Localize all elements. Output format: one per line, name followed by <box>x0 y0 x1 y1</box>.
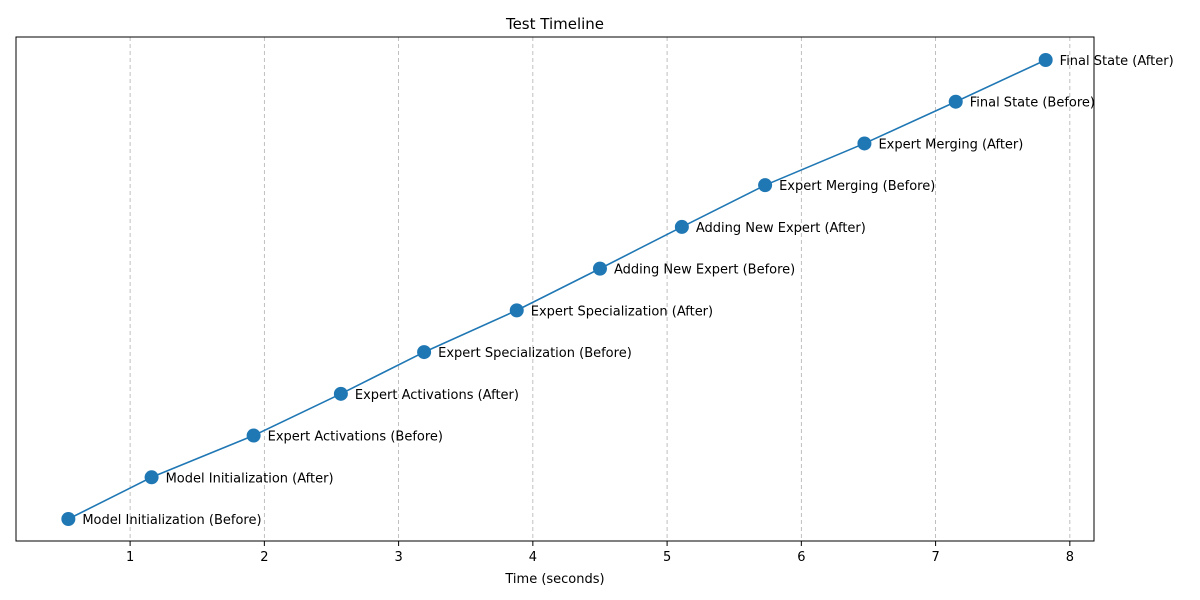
x-tick-label: 6 <box>797 550 805 565</box>
point-label: Model Initialization (Before) <box>82 513 261 528</box>
point-label: Expert Activations (After) <box>355 388 519 403</box>
x-tick-label: 7 <box>931 550 939 565</box>
timeline-line <box>67 59 1047 520</box>
plot-area <box>15 36 1095 542</box>
timeline-point <box>509 303 524 318</box>
timeline-point <box>592 261 607 276</box>
x-tick-label: 5 <box>663 550 671 565</box>
x-tick-label: 4 <box>529 550 537 565</box>
point-label: Expert Activations (Before) <box>268 430 443 445</box>
timeline-point <box>144 470 159 485</box>
point-label: Model Initialization (After) <box>166 471 334 486</box>
x-axis-ticks: 1 2 3 4 5 6 7 8 <box>126 541 1074 565</box>
timeline-point <box>758 178 773 193</box>
timeline-point <box>674 219 689 234</box>
point-label: Adding New Expert (Before) <box>614 263 795 278</box>
timeline-point <box>246 428 261 443</box>
timeline-point <box>417 345 432 360</box>
x-axis-label: Time (seconds) <box>504 572 604 587</box>
point-label: Adding New Expert (After) <box>696 221 866 236</box>
timeline-point <box>948 94 963 109</box>
point-label: Final State (Before) <box>970 96 1095 111</box>
x-tick-label: 8 <box>1066 550 1074 565</box>
timeline-point <box>333 386 348 401</box>
timeline-point <box>857 136 872 151</box>
timeline-point <box>1038 53 1053 67</box>
x-tick-label: 2 <box>260 550 268 565</box>
x-tick-label: 3 <box>394 550 402 565</box>
grid-lines <box>129 37 1071 541</box>
chart-title: Test Timeline <box>505 15 604 33</box>
point-label: Expert Merging (Before) <box>779 179 935 194</box>
timeline-points: Model Initialization (Before) Model Initi… <box>61 53 1174 528</box>
point-label: Expert Specialization (After) <box>531 304 713 319</box>
x-tick-label: 1 <box>126 550 134 565</box>
timeline-point <box>61 512 76 526</box>
point-label: Final State (After) <box>1060 54 1174 69</box>
point-label: Expert Merging (After) <box>878 137 1023 152</box>
point-label: Expert Specialization (Before) <box>438 346 632 361</box>
